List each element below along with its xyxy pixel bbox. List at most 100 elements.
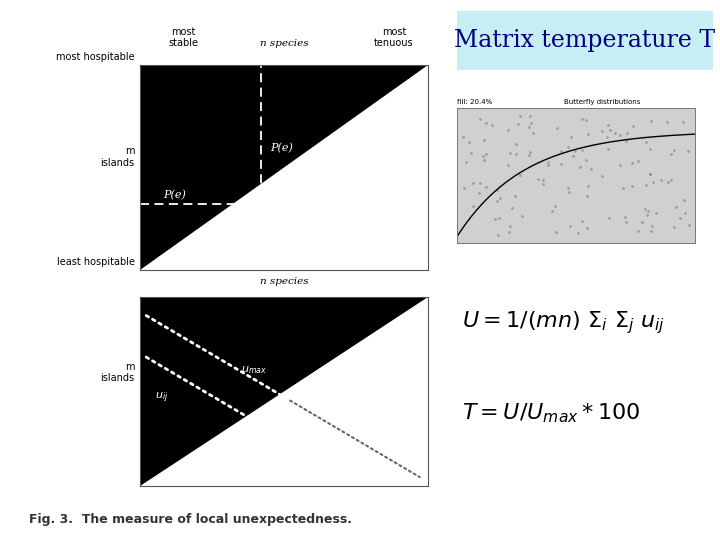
Point (555, 160, 567, 169)
Text: most
stable: most stable (168, 27, 199, 49)
Point (460, 158, 472, 167)
Text: m
islands: m islands (101, 362, 135, 383)
Text: $T = U/U_{max} * 100$: $T = U/U_{max} * 100$ (462, 402, 641, 425)
Point (551, 124, 562, 132)
Point (670, 202, 682, 211)
Point (644, 170, 656, 179)
Point (582, 130, 594, 138)
Point (493, 213, 505, 222)
Point (614, 161, 626, 170)
Point (645, 117, 657, 125)
Point (512, 119, 523, 128)
Text: Matrix temperature T: Matrix temperature T (454, 29, 716, 52)
Point (474, 188, 485, 197)
Point (604, 126, 616, 134)
Point (636, 218, 648, 226)
Point (526, 119, 537, 128)
Text: n species: n species (260, 39, 309, 49)
Point (668, 222, 680, 231)
Point (546, 206, 558, 215)
Point (642, 207, 654, 215)
Point (567, 152, 579, 160)
Point (621, 137, 632, 146)
Text: P(e): P(e) (270, 143, 293, 153)
Point (492, 230, 504, 239)
Point (528, 129, 539, 138)
Point (644, 169, 656, 178)
Point (562, 184, 574, 193)
Point (550, 227, 562, 236)
Point (492, 185, 503, 194)
Point (555, 147, 567, 156)
Point (683, 221, 695, 230)
Point (661, 118, 672, 127)
Point (656, 176, 667, 184)
Point (502, 125, 513, 134)
Point (677, 118, 688, 126)
Point (532, 175, 544, 184)
Point (682, 146, 693, 155)
Point (565, 132, 577, 141)
Point (614, 130, 626, 139)
Text: fill: 20.4%: fill: 20.4% (457, 99, 492, 105)
Text: n species: n species (260, 276, 309, 286)
Point (639, 205, 650, 214)
Point (542, 158, 554, 166)
Text: $u_{max}$: $u_{max}$ (241, 364, 267, 376)
Point (642, 211, 653, 219)
Point (509, 192, 521, 200)
Point (514, 171, 526, 180)
Point (644, 144, 655, 153)
Point (466, 148, 477, 157)
Point (574, 163, 585, 172)
Point (666, 176, 678, 185)
Point (580, 116, 592, 125)
Point (537, 180, 549, 188)
Point (596, 172, 608, 180)
Point (628, 122, 639, 130)
Point (603, 213, 615, 222)
Point (464, 138, 475, 147)
Point (537, 176, 549, 185)
Point (474, 179, 486, 187)
Point (515, 112, 526, 120)
Text: $U = 1/(mn)\ \Sigma_i\ \Sigma_j\ u_{ij}$: $U = 1/(mn)\ \Sigma_i\ \Sigma_j\ u_{ij}$ (462, 309, 665, 336)
Point (619, 213, 631, 221)
Point (503, 161, 514, 170)
Point (626, 181, 638, 190)
Point (665, 150, 677, 159)
Text: most hospitable: most hospitable (56, 52, 135, 62)
Point (467, 179, 479, 187)
Point (542, 161, 554, 170)
Point (632, 227, 644, 235)
Point (564, 188, 575, 197)
Point (617, 184, 629, 192)
Point (524, 148, 536, 157)
Point (505, 221, 516, 230)
Point (524, 112, 536, 120)
Point (458, 184, 469, 192)
Point (478, 156, 490, 164)
Point (576, 217, 588, 225)
Point (495, 193, 506, 202)
Point (562, 143, 574, 151)
Point (489, 214, 500, 223)
Point (668, 146, 680, 154)
Point (572, 229, 583, 238)
Point (603, 120, 614, 129)
Point (581, 192, 593, 201)
Point (585, 165, 597, 173)
Text: Butterfly distributions: Butterfly distributions (564, 99, 641, 105)
Point (477, 152, 489, 161)
Point (641, 138, 652, 146)
Point (467, 201, 478, 210)
Point (662, 178, 673, 186)
Point (487, 120, 498, 129)
Point (582, 224, 593, 233)
Point (576, 145, 588, 154)
Point (675, 213, 686, 222)
Text: Fig. 3.  The measure of local unexpectedness.: Fig. 3. The measure of local unexpectedn… (29, 514, 352, 526)
Point (647, 222, 658, 231)
Point (620, 218, 631, 227)
Point (678, 195, 690, 204)
